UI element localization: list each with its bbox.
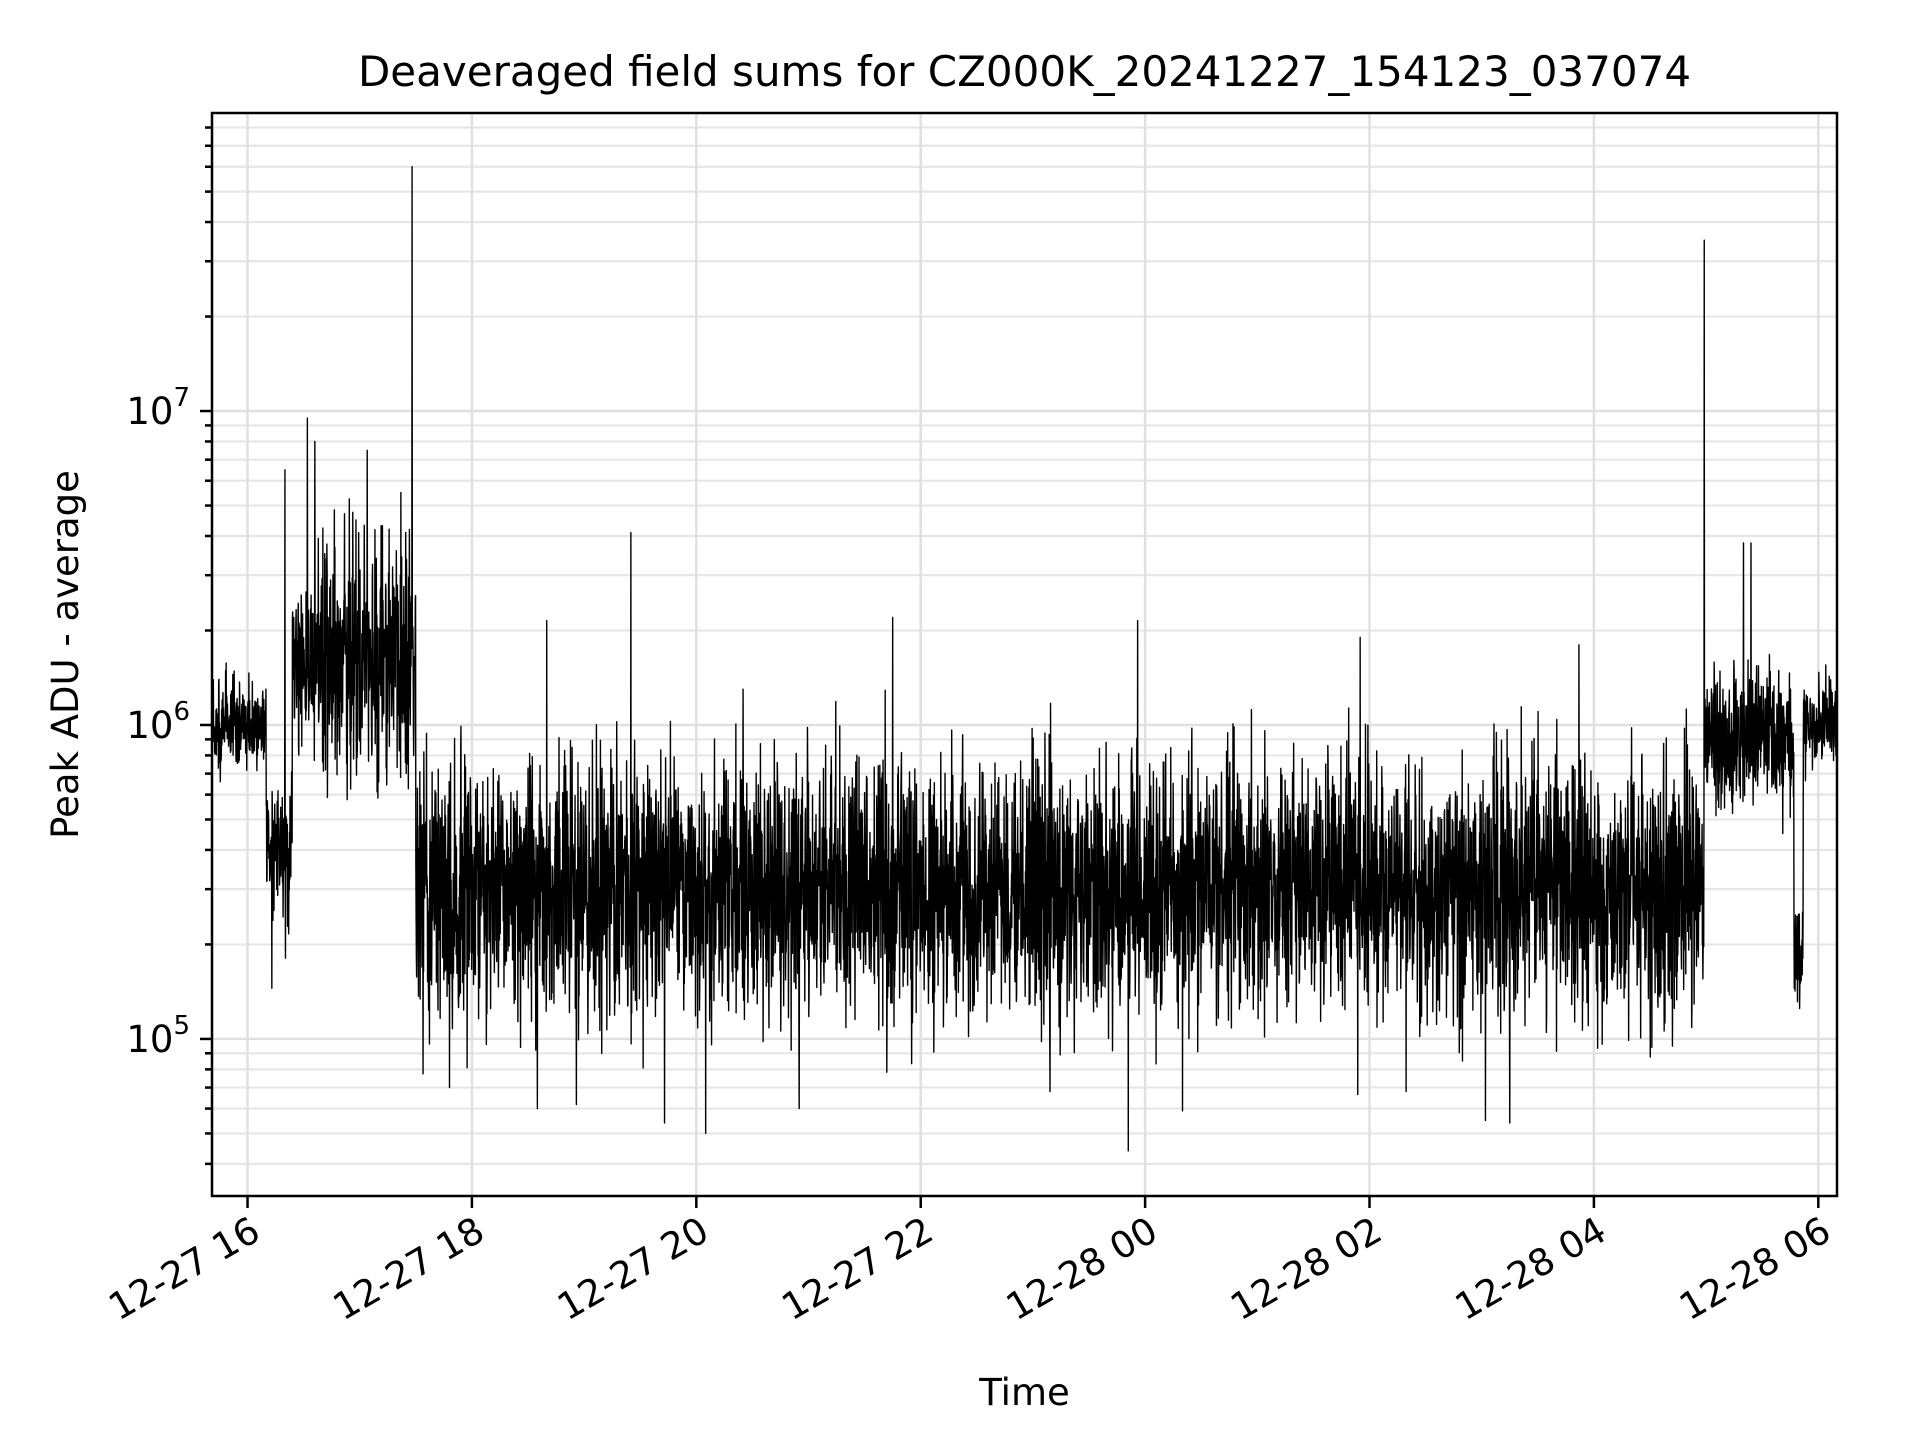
x-axis-label: Time [978,1371,1070,1414]
y-tick-base: 10 [126,704,173,747]
series-line [211,166,1838,1152]
y-axis-label: Peak ADU - average [44,470,87,839]
y-tick-base: 10 [126,1018,173,1061]
y-tick-exponent: 7 [173,383,190,413]
series-layer [211,166,1838,1152]
y-tick-base: 10 [126,390,173,433]
y-tick-label: 105 [126,1011,190,1061]
plot-frame [210,111,1839,1198]
y-tick-label: 106 [126,697,190,747]
y-tick-exponent: 6 [173,697,190,727]
grid [212,113,1837,1196]
y-tick-exponent: 5 [173,1011,190,1041]
chart-title: Deaveraged field sums for CZ000K_2024122… [358,47,1691,96]
y-tick-label: 107 [126,383,190,433]
